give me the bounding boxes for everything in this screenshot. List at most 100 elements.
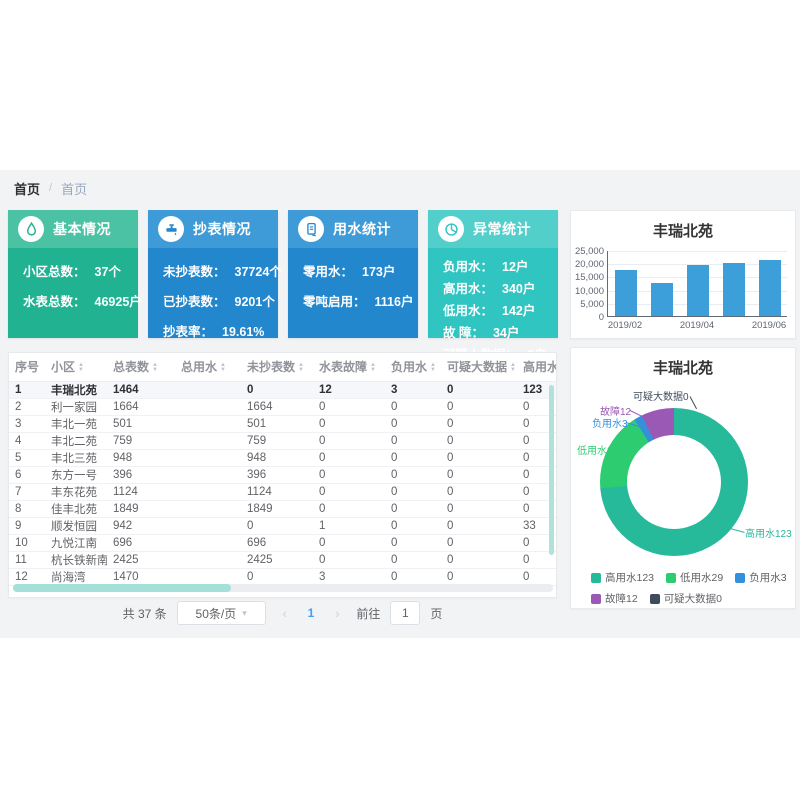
table-cell: 948 (107, 449, 175, 467)
table-cell: 利一家园 (45, 398, 107, 416)
table-cell: 11 (9, 551, 45, 569)
table-row[interactable]: 1 丰瑞北苑 1464 0 12 3 0 123 (9, 381, 556, 399)
table-cell: 杭长铁新南郡... (45, 551, 107, 569)
legend-item[interactable]: 低用水29 (666, 570, 723, 585)
legend-label: 低用水29 (680, 572, 724, 584)
sort-carets-icon[interactable]: ▲ ▼ (430, 362, 436, 374)
card-stat-row: 未抄表数： 37724个 (163, 261, 282, 280)
stat-value: 173户 (362, 265, 396, 279)
table-cell: 0 (517, 500, 556, 518)
column-header-8[interactable]: 可疑大数据 ▲ ▼ (441, 353, 517, 382)
table-row[interactable]: 12 尚海湾 1470 0 3 0 0 0 (9, 568, 556, 586)
table-cell: 0 (385, 483, 441, 501)
table-cell: 5 (9, 449, 45, 467)
legend-item[interactable]: 高用水123 (591, 570, 654, 585)
table-row[interactable]: 9 顺发恒园 942 0 1 0 0 33 (9, 517, 556, 535)
table-cell: 0 (517, 432, 556, 450)
table-cell: 0 (385, 449, 441, 467)
table-cell: 佳丰北苑 (45, 500, 107, 518)
table-row[interactable]: 3 丰北一苑 501 501 0 0 0 0 (9, 415, 556, 433)
stat-value: 12户 (502, 260, 529, 274)
legend-item[interactable]: 可疑大数据0 (649, 591, 722, 606)
x-tick-label: 2019/02 (607, 320, 643, 331)
column-header-7[interactable]: 负用水 ▲ ▼ (385, 353, 441, 382)
stat-label: 未抄表数： (163, 265, 226, 279)
bar-2019/05 (723, 263, 745, 316)
table-cell: 0 (441, 483, 517, 501)
legend-item[interactable]: 负用水3 (735, 570, 787, 585)
donut-callout-label: 高用水123 (745, 529, 792, 540)
table-cell: 0 (313, 449, 385, 467)
legend-label: 负用水3 (749, 572, 787, 584)
legend-swatch (666, 572, 677, 583)
donut-hole (627, 435, 721, 529)
table-cell (175, 432, 241, 450)
horizontal-scrollbar-thumb[interactable] (13, 584, 231, 592)
table-row[interactable]: 8 佳丰北苑 1849 1849 0 0 0 0 (9, 500, 556, 518)
column-header-5[interactable]: 未抄表数 ▲ ▼ (241, 353, 313, 382)
table-cell: 696 (107, 534, 175, 552)
sort-carets-icon[interactable]: ▲ ▼ (78, 362, 84, 374)
table-row[interactable]: 5 丰北三苑 948 948 0 0 0 0 (9, 449, 556, 467)
table-cell: 0 (441, 415, 517, 433)
table-cell: 0 (313, 534, 385, 552)
table-row[interactable]: 2 利一家园 1664 1664 0 0 0 0 (9, 398, 556, 416)
legend-item[interactable]: 故障12 (591, 591, 638, 606)
table-cell: 1124 (107, 483, 175, 501)
column-header-label: 总表数 (113, 360, 150, 375)
table-row[interactable]: 6 东方一号 396 396 0 0 0 0 (9, 466, 556, 484)
community-table-panel: 序号 小区 ▲ ▼ 总表数 ▲ ▼ 总用水 ▲ ▼ 未抄表数 ▲ ▼ 水表故障 ▲ ▼ 负用水 ▲ ▼ 可疑大数据 ▲ ▼… (8, 352, 557, 598)
column-header-4[interactable]: 总用水 ▲ ▼ (175, 353, 241, 382)
table-cell: 123 (517, 381, 556, 399)
vertical-scrollbar-thumb[interactable] (549, 385, 554, 555)
donut-leader-line (729, 528, 745, 533)
table-cell: 0 (313, 398, 385, 416)
table-cell: 0 (517, 449, 556, 467)
column-header-label: 高用水 (523, 360, 557, 375)
y-tick-label: 20,000 (574, 259, 604, 271)
table-row[interactable]: 4 丰北二苑 759 759 0 0 0 0 (9, 432, 556, 450)
table-cell: 丰北一苑 (45, 415, 107, 433)
prev-page-button[interactable]: ‹ (282, 605, 287, 621)
stat-value: 9201个 (234, 295, 275, 309)
column-header-9[interactable]: 高用水▲▼ (517, 353, 557, 382)
card-stat-row: 已抄表数： 9201个 (163, 291, 275, 310)
column-header-2[interactable]: 小区 ▲ ▼ (45, 353, 107, 382)
column-header-3[interactable]: 总表数 ▲ ▼ (107, 353, 175, 382)
page-size-select[interactable]: 50条/页 ▾ (176, 601, 266, 625)
bar-2019/04 (687, 264, 709, 316)
table-cell: 0 (517, 483, 556, 501)
table-cell: 33 (517, 517, 556, 535)
faucet-icon (158, 216, 184, 242)
donut-callout-label: 故障12 (600, 407, 632, 418)
table-cell: 759 (107, 432, 175, 450)
sort-carets-icon[interactable]: ▲ ▼ (370, 362, 376, 374)
page-number-1[interactable]: 1 (307, 606, 315, 620)
table-cell: 3 (9, 415, 45, 433)
stat-label: 故 障： (443, 326, 484, 340)
sort-carets-icon[interactable]: ▲ ▼ (152, 362, 158, 374)
y-tick-label: 5,000 (580, 298, 604, 310)
goto-page-input[interactable] (390, 601, 421, 625)
table-row[interactable]: 10 九悦江南 696 696 0 0 0 0 (9, 534, 556, 552)
breadcrumb-root[interactable]: 首页 (14, 181, 41, 197)
table-row[interactable]: 7 丰东花苑 1124 1124 0 0 0 0 (9, 483, 556, 501)
page-size-value: 50条/页 (195, 606, 237, 621)
sort-carets-icon[interactable]: ▲ ▼ (510, 362, 516, 374)
table-cell: 东方一号 (45, 466, 107, 484)
table-cell: 1124 (241, 483, 313, 501)
table-cell: 0 (313, 466, 385, 484)
gridline (608, 251, 787, 252)
legend-swatch (649, 593, 660, 604)
card-stat-row: 零吨启用： 1116户 (303, 291, 413, 310)
next-page-button[interactable]: › (335, 605, 340, 621)
stat-label: 零吨启用： (303, 295, 366, 309)
sort-carets-icon[interactable]: ▲ ▼ (298, 362, 304, 374)
card-water-usage-header: 用水统计 (288, 210, 418, 248)
sort-carets-icon[interactable]: ▲ ▼ (220, 362, 226, 374)
column-header-6[interactable]: 水表故障 ▲ ▼ (313, 353, 385, 382)
horizontal-scrollbar-track[interactable] (13, 584, 553, 592)
table-cell: 0 (441, 500, 517, 518)
